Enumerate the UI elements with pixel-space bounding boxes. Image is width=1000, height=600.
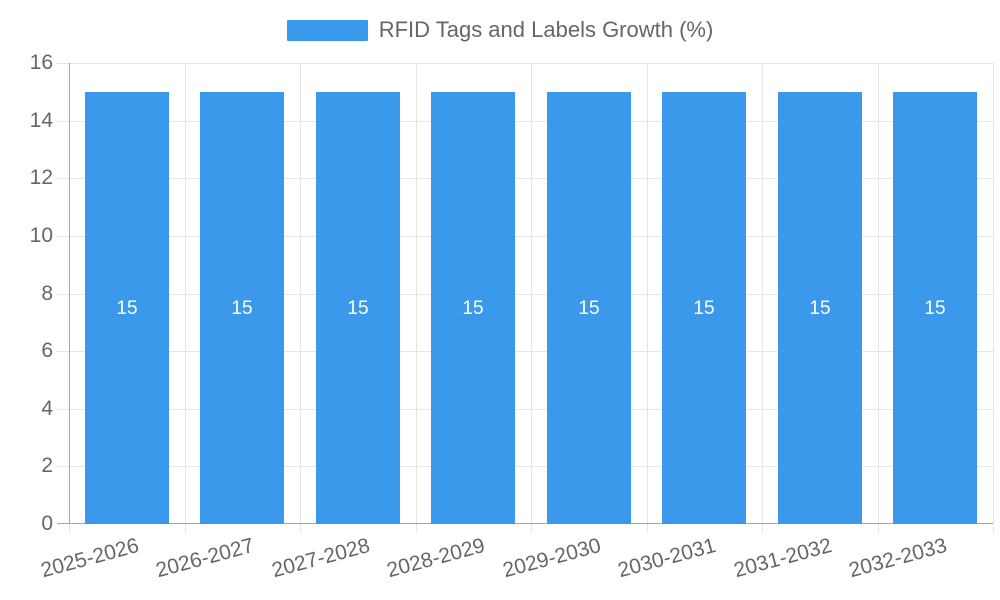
h-gridline — [57, 63, 993, 64]
y-axis-labels: 0 2 4 6 8 10 12 14 16 — [0, 51, 53, 535]
x-tick-label: 2030-2031 — [614, 534, 718, 583]
v-gridline — [993, 63, 994, 533]
h-gridline — [57, 121, 993, 122]
v-gridline — [647, 63, 648, 533]
bar-value-label: 15 — [809, 297, 831, 319]
v-gridline — [300, 63, 301, 533]
y-tick-label: 4 — [41, 397, 53, 420]
bar[interactable]: 15 — [662, 92, 746, 524]
v-gridline — [531, 63, 532, 533]
v-gridline — [878, 63, 879, 533]
legend-item[interactable]: RFID Tags and Labels Growth (%) — [286, 17, 714, 42]
h-gridline — [57, 236, 993, 237]
bar[interactable]: 15 — [200, 92, 284, 524]
bar-value-label: 15 — [116, 297, 138, 319]
legend-label: RFID Tags and Labels Growth (%) — [378, 17, 714, 42]
y-axis-line — [69, 63, 70, 524]
bar[interactable]: 15 — [316, 92, 400, 524]
bar-value-label: 15 — [347, 297, 369, 319]
y-tick-label: 12 — [29, 166, 53, 189]
bar[interactable]: 15 — [893, 92, 977, 524]
y-tick-label: 16 — [29, 51, 53, 74]
bar-value-label: 15 — [693, 297, 715, 319]
y-tick-label: 6 — [41, 339, 53, 362]
v-gridline — [185, 63, 186, 533]
h-gridline — [57, 351, 993, 352]
x-tick-label: 2032-2033 — [845, 534, 949, 583]
h-gridline — [57, 409, 993, 410]
y-tick-label: 14 — [29, 109, 53, 132]
x-tick-label: 2028-2029 — [383, 534, 487, 583]
x-tick-label: 2025-2026 — [37, 534, 141, 583]
bar-value-label: 15 — [231, 297, 253, 319]
x-axis-line — [57, 523, 993, 524]
v-gridline — [416, 63, 417, 533]
bar-value-label: 15 — [924, 297, 946, 319]
h-gridline — [57, 178, 993, 179]
x-tick-label: 2031-2032 — [730, 534, 834, 583]
x-tick-label: 2029-2030 — [499, 534, 603, 583]
bar[interactable]: 15 — [778, 92, 862, 524]
x-tick-label: 2026-2027 — [152, 534, 256, 583]
plot-area: 15 15 15 15 15 15 15 15 — [57, 63, 994, 533]
bar-value-label: 15 — [462, 297, 484, 319]
bar[interactable]: 15 — [547, 92, 631, 524]
y-tick-label: 8 — [41, 282, 53, 305]
v-gridline — [762, 63, 763, 533]
y-tick-label: 0 — [41, 512, 53, 535]
bar-value-label: 15 — [578, 297, 600, 319]
bar[interactable]: 15 — [85, 92, 169, 524]
legend-swatch-icon — [286, 19, 368, 41]
bar[interactable]: 15 — [431, 92, 515, 524]
h-gridline — [57, 466, 993, 467]
x-tick-label: 2027-2028 — [268, 534, 372, 583]
y-tick-label: 2 — [41, 454, 53, 477]
legend: RFID Tags and Labels Growth (%) — [0, 18, 1000, 42]
y-tick-label: 10 — [29, 224, 53, 247]
h-gridline — [57, 294, 993, 295]
x-axis-labels: 2025-2026 2026-2027 2027-2028 2028-2029 2029… — [38, 524, 993, 600]
